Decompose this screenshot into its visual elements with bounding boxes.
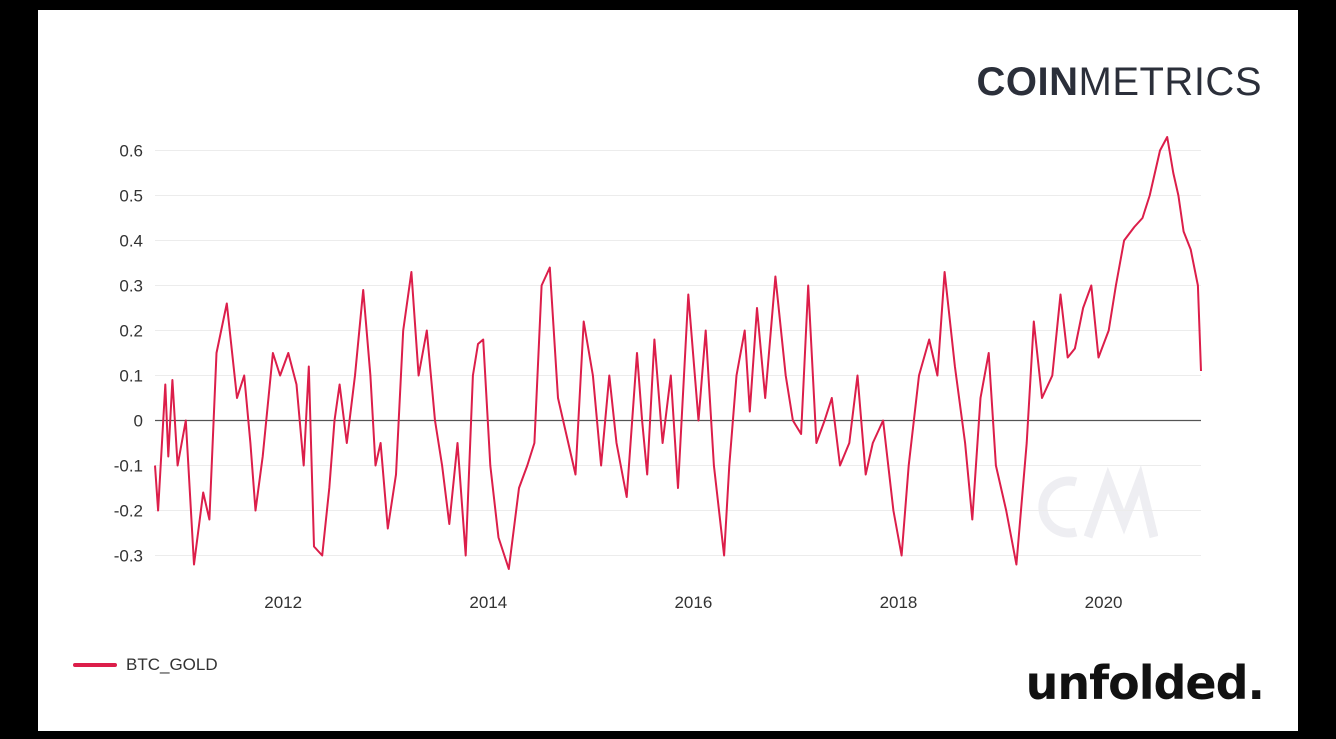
y-tick-label: 0.3	[119, 277, 143, 296]
y-tick-label: 0.1	[119, 367, 143, 386]
coinmetrics-logo: COINMETRICS	[976, 60, 1262, 104]
chart-panel: COINMETRICS 0.6 0.5 0.4 0.3 0.2 0.1 0 -0.1 -0.2 -…	[38, 10, 1298, 731]
x-tick-label: 2020	[1085, 593, 1123, 612]
legend-swatch	[73, 663, 117, 667]
unfolded-logo: unfolded.	[1025, 656, 1265, 710]
x-tick-label: 2018	[880, 593, 918, 612]
legend[interactable]: BTC_GOLD	[73, 655, 218, 675]
line-chart: 0.6 0.5 0.4 0.3 0.2 0.1 0 -0.1 -0.2 -0.3 2012 2014 2…	[114, 136, 1202, 612]
y-tick-label: -0.2	[114, 502, 143, 521]
y-tick-label: -0.3	[114, 547, 143, 566]
cm-watermark-icon	[1038, 464, 1158, 539]
y-tick-label: 0.5	[119, 187, 143, 206]
x-tick-label: 2016	[674, 593, 712, 612]
legend-label: BTC_GOLD	[126, 655, 218, 674]
y-tick-label: 0.2	[119, 322, 143, 341]
y-tick-label: 0.6	[119, 142, 143, 161]
x-tick-label: 2014	[469, 593, 507, 612]
y-tick-label: 0	[134, 412, 143, 431]
series-line-btc-gold	[154, 136, 1202, 570]
y-tick-label: -0.1	[114, 457, 143, 476]
y-tick-label: 0.4	[119, 232, 143, 251]
x-tick-label: 2012	[264, 593, 302, 612]
